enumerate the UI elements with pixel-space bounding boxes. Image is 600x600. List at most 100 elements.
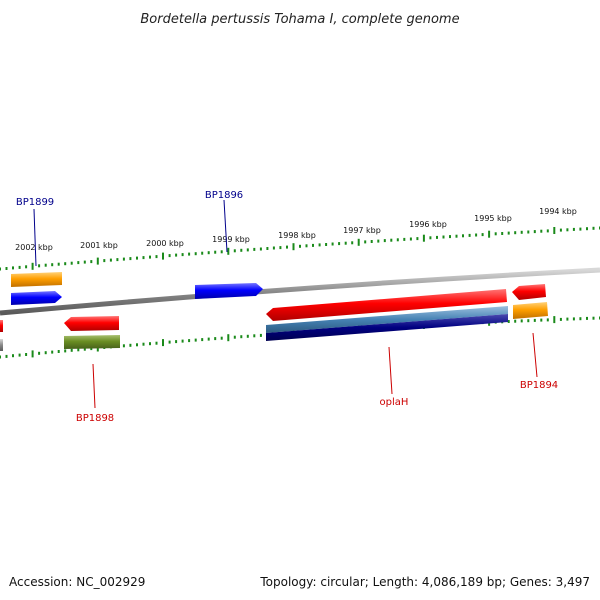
inner-minor-tick xyxy=(201,338,204,342)
outer-minor-tick xyxy=(520,230,523,234)
leader-line-bp1894 xyxy=(532,332,538,378)
inner-minor-tick xyxy=(207,337,210,341)
scale-label-1996kbp: 1996 kbp xyxy=(409,220,447,229)
gene-oplah-steelblue[interactable] xyxy=(266,306,508,333)
outer-minor-tick xyxy=(259,247,262,251)
outer-minor-tick xyxy=(579,227,582,231)
outer-major-tick xyxy=(96,257,99,265)
outer-minor-tick xyxy=(253,247,256,251)
gene-bp1894-red[interactable] xyxy=(512,284,546,300)
inner-minor-tick xyxy=(586,316,588,320)
outer-minor-tick xyxy=(129,257,132,261)
inner-minor-tick xyxy=(520,319,523,323)
inner-major-tick xyxy=(31,350,34,358)
outer-minor-tick xyxy=(338,242,341,246)
outer-minor-tick xyxy=(233,249,236,253)
outer-minor-tick xyxy=(90,260,93,264)
inner-minor-tick xyxy=(233,335,236,339)
inner-minor-tick xyxy=(168,340,171,344)
inner-minor-tick xyxy=(44,351,47,355)
inner-minor-tick xyxy=(540,318,543,322)
outer-minor-tick xyxy=(455,234,458,238)
outer-minor-tick xyxy=(390,238,393,242)
scale-label-1994kbp: 1994 kbp xyxy=(539,207,577,216)
inner-minor-tick xyxy=(240,335,243,339)
inner-minor-tick xyxy=(38,351,41,355)
inner-minor-tick xyxy=(57,350,60,353)
inner-minor-tick xyxy=(0,355,1,359)
scale-label-1995kbp: 1995 kbp xyxy=(474,214,512,223)
outer-minor-tick xyxy=(566,228,569,232)
outer-minor-tick xyxy=(527,230,530,234)
gene-bp1899-orange[interactable] xyxy=(11,272,62,287)
outer-minor-tick xyxy=(559,228,562,232)
outer-major-tick xyxy=(162,252,164,260)
gene-label-bp1896[interactable]: BP1896 xyxy=(205,190,243,201)
gene-label-bp1899[interactable]: BP1899 xyxy=(16,197,54,208)
inner-minor-tick xyxy=(579,317,582,321)
accession-text: Accession: NC_002929 xyxy=(9,575,145,589)
gene-bp1896-blue[interactable] xyxy=(195,283,263,299)
gene-bp1894-orange[interactable] xyxy=(513,302,548,319)
outer-minor-tick xyxy=(214,250,217,254)
inner-minor-tick xyxy=(129,343,132,347)
leader-line-bp1898 xyxy=(92,363,96,409)
scale-label-1999kbp: 1999 kbp xyxy=(212,235,250,244)
inner-minor-tick xyxy=(220,336,223,340)
outer-scale-ticks xyxy=(0,226,600,271)
outer-minor-tick xyxy=(370,240,373,243)
inner-minor-tick xyxy=(18,353,21,357)
inner-minor-tick xyxy=(527,319,530,323)
outer-minor-tick xyxy=(501,232,504,235)
outer-minor-tick xyxy=(246,248,249,252)
outer-minor-tick xyxy=(103,259,106,263)
inner-minor-tick xyxy=(90,347,93,351)
gene-bp1898-red[interactable] xyxy=(64,316,119,331)
outer-minor-tick xyxy=(475,233,478,237)
inner-minor-tick xyxy=(77,348,80,352)
inner-minor-tick xyxy=(253,334,256,338)
outer-minor-tick xyxy=(64,262,67,266)
outer-minor-tick xyxy=(312,243,314,247)
outer-minor-tick xyxy=(429,236,432,240)
inner-minor-tick xyxy=(246,334,249,338)
outer-minor-tick xyxy=(240,248,243,252)
outer-minor-tick xyxy=(77,261,80,265)
gene-bp1899-blue[interactable] xyxy=(11,291,62,305)
outer-major-tick xyxy=(227,247,230,255)
outer-minor-tick xyxy=(403,237,406,241)
outer-minor-tick xyxy=(364,240,367,244)
outer-minor-tick xyxy=(462,234,464,238)
outer-minor-tick xyxy=(155,255,158,259)
gene-oplah-navy[interactable] xyxy=(266,314,508,341)
inner-minor-tick xyxy=(64,349,67,353)
scale-label-2002kbp: 2002 kbp xyxy=(15,243,53,252)
gene-label-bp1898[interactable]: BP1898 xyxy=(76,413,114,424)
outer-minor-tick xyxy=(286,245,288,249)
leader-line-oplah xyxy=(388,346,393,395)
gene-oplah-red[interactable] xyxy=(266,289,507,321)
genome-backbone xyxy=(0,267,600,316)
outer-minor-tick xyxy=(325,243,328,246)
scale-label-1998kbp: 1998 kbp xyxy=(278,231,316,240)
gene-left-edge-gray[interactable] xyxy=(0,339,3,351)
outer-minor-tick xyxy=(449,235,451,239)
gene-label-oplah[interactable]: oplaH xyxy=(380,397,409,408)
inner-major-tick xyxy=(553,316,556,324)
outer-minor-tick xyxy=(188,252,191,256)
inner-minor-tick xyxy=(188,339,191,343)
gene-bp1898-olive[interactable] xyxy=(64,335,120,349)
outer-minor-tick xyxy=(331,242,334,246)
gene-label-bp1894[interactable]: BP1894 xyxy=(520,380,558,391)
outer-minor-tick xyxy=(351,241,354,245)
outer-minor-tick xyxy=(318,243,321,247)
genome-summary-text: Topology: circular; Length: 4,086,189 bp… xyxy=(259,575,590,589)
outer-minor-tick xyxy=(396,238,399,242)
inner-minor-tick xyxy=(149,342,151,346)
outer-minor-tick xyxy=(344,241,347,245)
inner-minor-tick xyxy=(181,339,184,343)
gene-left-edge-red[interactable] xyxy=(0,320,3,332)
outer-major-tick xyxy=(488,230,491,238)
leader-line-bp1896 xyxy=(223,199,228,253)
